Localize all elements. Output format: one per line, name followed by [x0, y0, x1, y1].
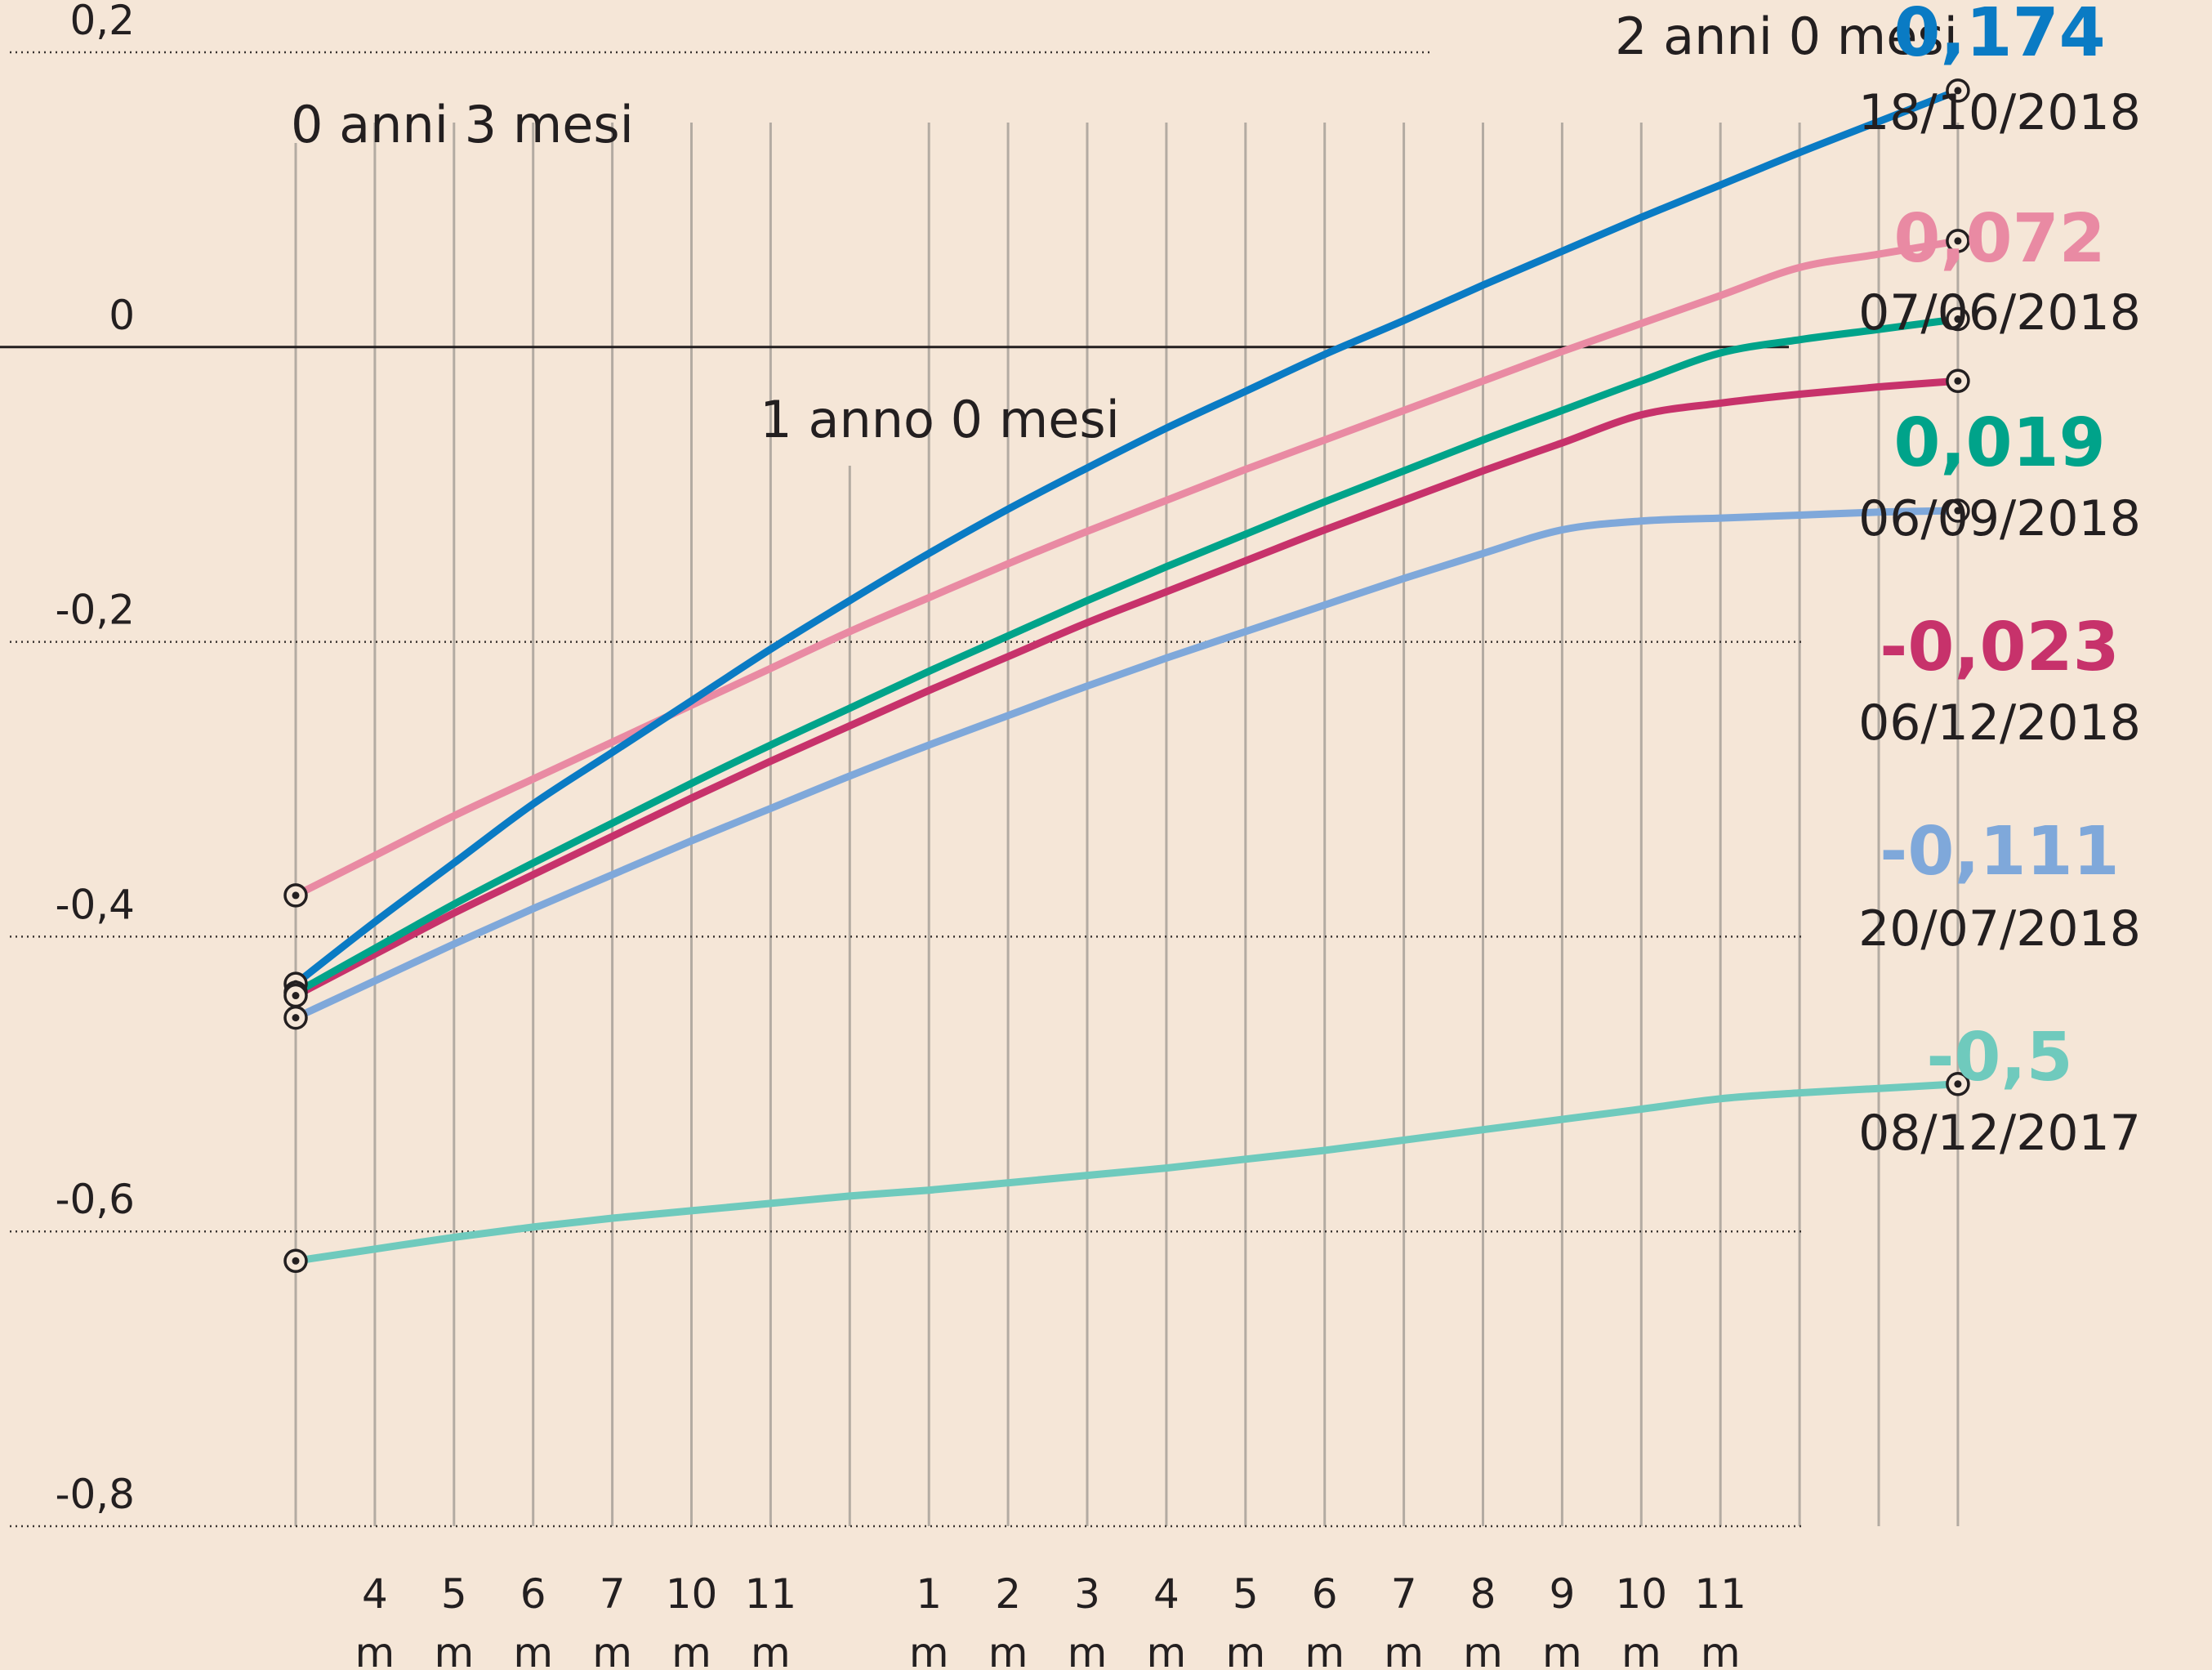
x-tick-unit: m [1701, 1629, 1741, 1670]
x-tick-label: 11 [1694, 1570, 1746, 1618]
series-marker-dot [292, 891, 300, 900]
x-tick-unit: m [988, 1629, 1028, 1670]
series-marker-dot [1954, 377, 1962, 385]
series-line [292, 315, 1962, 997]
x-tick-label: 5 [441, 1570, 467, 1618]
x-tick-label: 2 [995, 1570, 1021, 1618]
end-labels: 0,174 18/10/2018 0,072 07/06/2018 0,019 06/09… [1858, 0, 2141, 1162]
x-tick-label: 11 [745, 1570, 797, 1618]
x-tick-label: 3 [1074, 1570, 1100, 1618]
x-tick-label: 1 [916, 1570, 942, 1618]
end-date-label: 18/10/2018 [1858, 84, 2141, 141]
x-tick-unit: m [1621, 1629, 1661, 1670]
x-tick-unit: m [1384, 1629, 1424, 1670]
x-tick-label: 4 [1153, 1570, 1180, 1618]
x-tick-unit: m [909, 1629, 949, 1670]
x-tick-label: 8 [1470, 1570, 1496, 1618]
y-tick-label: -0,4 [55, 881, 135, 928]
x-tick-label: 6 [520, 1570, 546, 1618]
x-tick-unit: m [671, 1629, 711, 1670]
series-marker-dot [1954, 1080, 1962, 1088]
tenor-annotation: 0 anni 3 mesi [291, 95, 634, 154]
x-tick-label: 7 [1391, 1570, 1417, 1618]
horizontal-gridlines [0, 51, 1801, 1528]
series-line [292, 1080, 1962, 1265]
tenor-annotation: 1 anno 0 mesi [760, 390, 1120, 449]
x-tick-unit: m [1463, 1629, 1503, 1670]
x-tick-label: 10 [1615, 1570, 1667, 1618]
x-tick-label: 5 [1233, 1570, 1259, 1618]
x-tick-labels: 4 m 5 m 6 m 7 m 10 m 11 m 1 m 2 m 3 m 4 m 5 m 6 m 7 m 8 m 9 m 10 m 11 m [355, 1570, 1746, 1670]
x-tick-unit: m [1542, 1629, 1582, 1670]
x-tick-label: 10 [666, 1570, 718, 1618]
end-value-label: 0,072 [1893, 200, 2105, 278]
end-value-label: 0,019 [1893, 404, 2105, 482]
y-tick-label: 0 [109, 292, 135, 339]
end-date-label: 20/07/2018 [1858, 900, 2141, 958]
series-marker-dot [1954, 315, 1962, 324]
y-tick-label: -0,6 [55, 1176, 135, 1223]
vertical-gridlines [294, 123, 1960, 1526]
end-date-label: 06/09/2018 [1858, 490, 2141, 547]
series-marker-dot [1954, 237, 1962, 245]
series-marker-dot [292, 992, 300, 1000]
x-tick-unit: m [1068, 1629, 1108, 1670]
tenor-annotation: 2 anni 0 mesi [1615, 7, 1958, 66]
y-tick-label: -0,8 [55, 1471, 135, 1518]
series-line [292, 237, 1962, 900]
series-marker-dot [1954, 87, 1962, 95]
series-marker-dot [292, 1014, 300, 1022]
series-marker-dot [292, 1257, 300, 1265]
end-value-label: -0,111 [1880, 813, 2119, 891]
series-line [292, 507, 1962, 1022]
series-lines [292, 87, 1962, 1265]
end-value-label: -0,5 [1926, 1019, 2072, 1096]
y-tick-labels: 0,2 0 -0,2 -0,4 -0,6 -0,8 [55, 0, 135, 1518]
end-date-label: 08/12/2017 [1858, 1105, 2141, 1162]
x-tick-label: 7 [600, 1570, 626, 1618]
x-tick-unit: m [513, 1629, 553, 1670]
x-tick-unit: m [751, 1629, 791, 1670]
x-tick-label: 4 [362, 1570, 388, 1618]
end-date-label: 06/12/2018 [1858, 694, 2141, 752]
x-tick-label: 6 [1312, 1570, 1338, 1618]
end-value-label: 0,174 [1893, 0, 2105, 72]
x-tick-unit: m [1147, 1629, 1187, 1670]
y-tick-label: -0,2 [55, 587, 135, 634]
tenor-annotations: 0 anni 3 mesi 1 anno 0 mesi 2 anni 0 mesi [291, 7, 1958, 449]
x-tick-unit: m [434, 1629, 474, 1670]
x-tick-unit: m [592, 1629, 632, 1670]
series-line [292, 87, 1962, 988]
series-markers [283, 78, 1970, 1274]
series-line [292, 377, 1962, 1000]
x-tick-unit: m [355, 1629, 395, 1670]
x-tick-label: 9 [1549, 1570, 1575, 1618]
series-marker-dot [1954, 507, 1962, 515]
x-tick-unit: m [1304, 1629, 1345, 1670]
end-value-label: -0,023 [1880, 609, 2119, 686]
x-tick-unit: m [1225, 1629, 1265, 1670]
y-tick-label: 0,2 [69, 0, 135, 44]
end-date-label: 07/06/2018 [1858, 284, 2141, 342]
